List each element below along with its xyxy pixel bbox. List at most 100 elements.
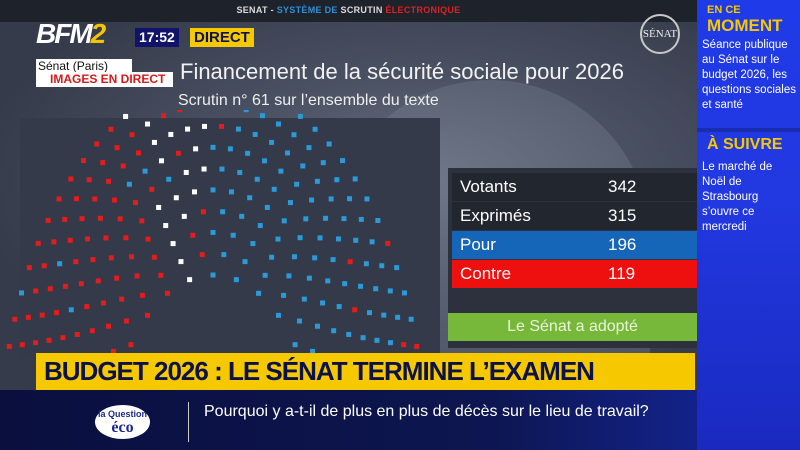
- seat-dot: [103, 235, 109, 241]
- seat-dot: [74, 331, 80, 337]
- seat-dot: [210, 229, 216, 235]
- seat-dot: [120, 163, 126, 169]
- seat-dot: [47, 286, 53, 292]
- screen-title: Financement de la sécurité sociale pour …: [180, 59, 624, 84]
- seat-dot: [100, 160, 106, 166]
- seat-dot: [242, 259, 248, 265]
- seat-dot: [275, 236, 281, 242]
- question-text: Pourquoi y a-t-il de plus en plus de déc…: [204, 403, 649, 420]
- screen-top-bar: [0, 0, 697, 22]
- seat-dot: [363, 261, 369, 267]
- seat-dot: [95, 278, 101, 284]
- seat-dot: [12, 316, 18, 322]
- seat-dot: [379, 263, 385, 269]
- seat-dot: [145, 312, 151, 318]
- seat-dot: [381, 312, 387, 318]
- seat-dot: [108, 126, 114, 132]
- seat-dot: [301, 296, 307, 302]
- seat-dot: [151, 139, 157, 145]
- seat-dot: [228, 189, 234, 195]
- seat-dot: [219, 123, 225, 129]
- seat-dot: [201, 166, 207, 172]
- seat-dot: [250, 241, 256, 247]
- seat-dot: [80, 158, 86, 164]
- seat-dot: [326, 141, 332, 147]
- seat-dot: [233, 277, 239, 283]
- result-label: Contre: [460, 264, 512, 283]
- seat-dot: [341, 216, 347, 222]
- seat-dot: [264, 204, 270, 210]
- seat-dot: [89, 328, 95, 334]
- seat-dot: [183, 169, 189, 175]
- seat-dot: [19, 290, 25, 296]
- result-row-votants: Votants 342: [452, 173, 697, 201]
- news-sidebar: EN CE MOMENT Séance publique au Sénat su…: [697, 0, 800, 450]
- seat-dot: [6, 343, 12, 349]
- seat-dot: [374, 337, 380, 343]
- seat-dot: [129, 254, 135, 260]
- vote-subtitle: Scrutin n° 61 sur l’ensemble du texte: [178, 92, 439, 109]
- divider: [188, 402, 189, 442]
- seat-dot: [320, 300, 326, 306]
- seat-dot: [84, 304, 90, 310]
- question-eco-logo: la Question éco: [95, 405, 150, 439]
- seat-dot: [275, 312, 281, 318]
- seat-dot: [340, 158, 346, 164]
- now-text: Séance publique au Sénat sur le budget 2…: [702, 39, 796, 111]
- clock: 17:52: [135, 28, 179, 47]
- seat-dot: [292, 342, 298, 348]
- seat-dot: [278, 168, 284, 174]
- seat-dot: [312, 255, 318, 261]
- seat-dot: [123, 235, 129, 241]
- seat-dot: [297, 235, 303, 241]
- seat-dot: [347, 259, 353, 265]
- seat-dot: [317, 235, 323, 241]
- seat-dot: [149, 186, 155, 192]
- ticker-part: SCRUTIN: [340, 5, 386, 15]
- seat-dot: [294, 181, 300, 187]
- seat-dot: [230, 232, 236, 238]
- seat-dot: [314, 178, 320, 184]
- seat-dot: [92, 196, 98, 202]
- seat-dot: [300, 163, 306, 169]
- hemicycle-seat-map: [6, 110, 420, 354]
- result-label: Pour: [460, 235, 496, 254]
- seat-dot: [245, 150, 251, 156]
- seat-dot: [78, 281, 84, 287]
- seat-dot: [369, 239, 375, 245]
- seat-dot: [281, 218, 287, 224]
- seat-dot: [46, 337, 52, 343]
- live-images-label: IMAGES EN DIRECT: [36, 72, 173, 87]
- seat-dot: [117, 216, 123, 222]
- seat-dot: [310, 348, 316, 354]
- seat-dot: [108, 255, 114, 261]
- seat-dot: [210, 187, 216, 193]
- seat-dot: [312, 126, 318, 132]
- seat-dot: [181, 213, 187, 219]
- seat-dot: [259, 113, 265, 119]
- seat-dot: [408, 316, 414, 322]
- seat-dot: [252, 131, 258, 137]
- seat-dot: [243, 110, 249, 113]
- seat-dot: [168, 131, 174, 137]
- seat-dot: [145, 121, 151, 127]
- seat-dot: [401, 342, 407, 348]
- result-value: 342: [608, 177, 637, 196]
- seat-dot: [247, 195, 253, 201]
- seat-dot: [97, 215, 103, 221]
- seat-dot: [314, 323, 320, 329]
- seat-dot: [35, 240, 41, 246]
- seat-dot: [90, 257, 96, 263]
- seat-dot: [193, 146, 199, 152]
- seat-dot: [19, 342, 25, 348]
- seat-dot: [94, 141, 100, 147]
- seat-dot: [39, 312, 45, 318]
- seat-dot: [123, 113, 129, 119]
- seat-dot: [297, 318, 303, 324]
- seat-dot: [158, 272, 164, 278]
- seat-dot: [269, 139, 275, 145]
- seat-dot: [353, 237, 359, 243]
- seat-dot: [331, 328, 337, 334]
- logo-big-text: éco: [111, 419, 134, 436]
- seat-dot: [364, 196, 370, 202]
